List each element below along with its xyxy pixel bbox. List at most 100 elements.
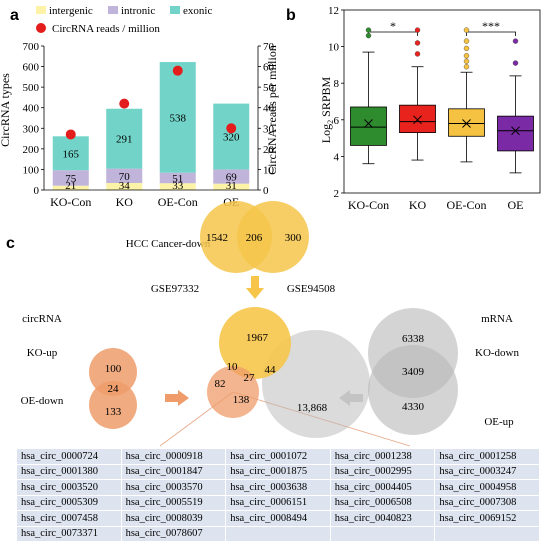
table-cell: hsa_circ_0007458 [17, 511, 121, 526]
bar-label-exonic-ko-con: 165 [63, 148, 80, 160]
bar-label-exonic-oe-con: 538 [170, 112, 187, 124]
c3-yellow-only: 1967 [246, 332, 269, 344]
reads-point-ko-con [65, 129, 76, 140]
box-mean-marker [462, 119, 471, 128]
mrna-title: mRNA [481, 313, 513, 325]
legend-reads-label: CircRNA reads / million [52, 23, 160, 35]
chart-a-ytick-right: 20 [263, 144, 275, 156]
box-outlier [365, 27, 372, 33]
mrna-bottom-count: 4330 [402, 401, 425, 413]
table-cell: hsa_circ_0001380 [17, 464, 121, 479]
table-cell: hsa_circ_0069152 [435, 511, 539, 526]
box-rect [399, 104, 436, 134]
table-row: hsa_circ_0005309 hsa_circ_0005519 hsa_circ… [17, 495, 539, 510]
c3-gray-only: 13,868 [297, 402, 328, 414]
significance-label: * [390, 19, 396, 33]
box-mean-marker [364, 119, 373, 128]
box-mean-marker [511, 126, 520, 136]
circrna-table: hsa_circ_0000724 hsa_circ_0000918 hsa_circ… [16, 448, 540, 542]
table-cell: hsa_circ_0001072 [226, 449, 330, 464]
venn-panel: HCC Cancer-down 1542 206 300 GSE97332 GS… [21, 201, 519, 447]
table-cell: hsa_circ_0040823 [330, 511, 435, 526]
chart-a-ytick: 400 [23, 103, 40, 115]
box-outlier [463, 27, 470, 33]
bar-label-exonic-ko: 291 [116, 134, 133, 146]
table-cell: hsa_circ_0078607 [121, 526, 226, 541]
bar-label-intronic-oe: 69 [226, 172, 238, 184]
bar-label-intergenic-oe-con: 33 [172, 180, 184, 192]
table-row: hsa_circ_0073371 hsa_circ_0078607 [17, 526, 539, 541]
venn-ko-up-circle [89, 348, 137, 396]
venn-gse94508-circle [237, 201, 309, 273]
chart-b-xtick: OE [508, 198, 524, 212]
circ-top-label: KO-up [27, 347, 58, 359]
box-mean-marker [413, 115, 422, 125]
box-outlier [414, 27, 421, 33]
chart-a-ytick: 500 [23, 82, 40, 94]
c3-yellow-gray: 44 [265, 364, 277, 376]
bar-exonic-oe-con [159, 62, 196, 173]
table-cell: hsa_circ_0002995 [330, 464, 435, 479]
table-cell: hsa_circ_0003570 [121, 480, 226, 495]
legend-exonic-swatch [170, 6, 180, 14]
box-outlier [512, 60, 519, 66]
bar-intergenic-oe-con [159, 183, 196, 190]
chart-b-ytick: 12 [328, 5, 339, 17]
table-row: hsa_circ_0000724 hsa_circ_0000918 hsa_circ… [17, 449, 539, 464]
chart-b-xtick: KO [409, 198, 427, 212]
bar-intronic-oe [213, 169, 250, 184]
venn-hcc-yellow-circle [219, 307, 291, 379]
bar-label-intronic-oe-con: 51 [172, 173, 183, 185]
legend-intronic-label: intronic [121, 5, 155, 17]
table-cell: hsa_circ_0007308 [435, 495, 539, 510]
chart-a-ytick-right: 0 [263, 185, 269, 197]
chart-a-ytick: 100 [23, 164, 40, 176]
bar-label-intronic-ko-con: 75 [65, 173, 77, 185]
table-cell: hsa_circ_0006151 [226, 495, 330, 510]
bar-label-intergenic-oe: 31 [226, 180, 237, 192]
box-outlier [463, 53, 470, 59]
hcc-left-count: 1542 [206, 232, 228, 244]
table-cell: hsa_circ_0003638 [226, 480, 330, 495]
box-oe-con [448, 27, 485, 163]
c3-all: 27 [244, 372, 256, 384]
left-arrow-icon [339, 390, 363, 406]
table-row: hsa_circ_0003520 hsa_circ_0003570 hsa_circ… [17, 480, 539, 495]
mrna-top-label: KO-down [475, 347, 519, 359]
chart-a-ytick-right: 30 [263, 123, 275, 135]
mrna-bottom-label: OE-up [484, 416, 514, 428]
table-row: hsa_circ_0007458 hsa_circ_0008039 hsa_circ… [17, 511, 539, 526]
bar-exonic-oe [213, 103, 250, 170]
table-cell [435, 526, 539, 541]
chart-b-ytick: 8 [334, 78, 340, 90]
circ-top-count: 100 [105, 363, 122, 375]
bar-exonic-ko [106, 108, 143, 169]
hcc-both-count: 206 [246, 232, 263, 244]
box-oe [497, 38, 534, 174]
bar-label-intergenic-ko: 34 [119, 180, 131, 192]
box-outlier [365, 32, 372, 39]
bar-intergenic-oe [213, 183, 250, 190]
bar-intronic-oe-con [159, 172, 196, 184]
table-cell: hsa_circ_0008039 [121, 511, 226, 526]
box-ko [399, 27, 436, 161]
chart-a-ytick-right: 10 [263, 164, 275, 176]
box-outlier [463, 64, 470, 70]
table-cell: hsa_circ_0001258 [435, 449, 539, 464]
bar-intergenic-ko-con [52, 185, 89, 190]
chart-a-ytick: 600 [23, 62, 40, 74]
chart-a-ytick: 0 [34, 185, 40, 197]
box-outlier [512, 38, 519, 44]
hcc-left-label: GSE97332 [151, 283, 199, 295]
chart-b-xtick: KO-Con [348, 198, 389, 212]
table-cell: hsa_circ_0001875 [226, 464, 330, 479]
hcc-right-label: GSE94508 [287, 283, 336, 295]
venn-oe-down-circle [89, 381, 137, 429]
chart-a-legend: intergenic intronic exonic CircRNA reads… [36, 5, 212, 35]
circ-both-count: 24 [108, 383, 120, 395]
box-outlier [414, 51, 421, 57]
bar-label-intergenic-ko-con: 21 [65, 180, 76, 192]
table-cell: hsa_circ_0001847 [121, 464, 226, 479]
